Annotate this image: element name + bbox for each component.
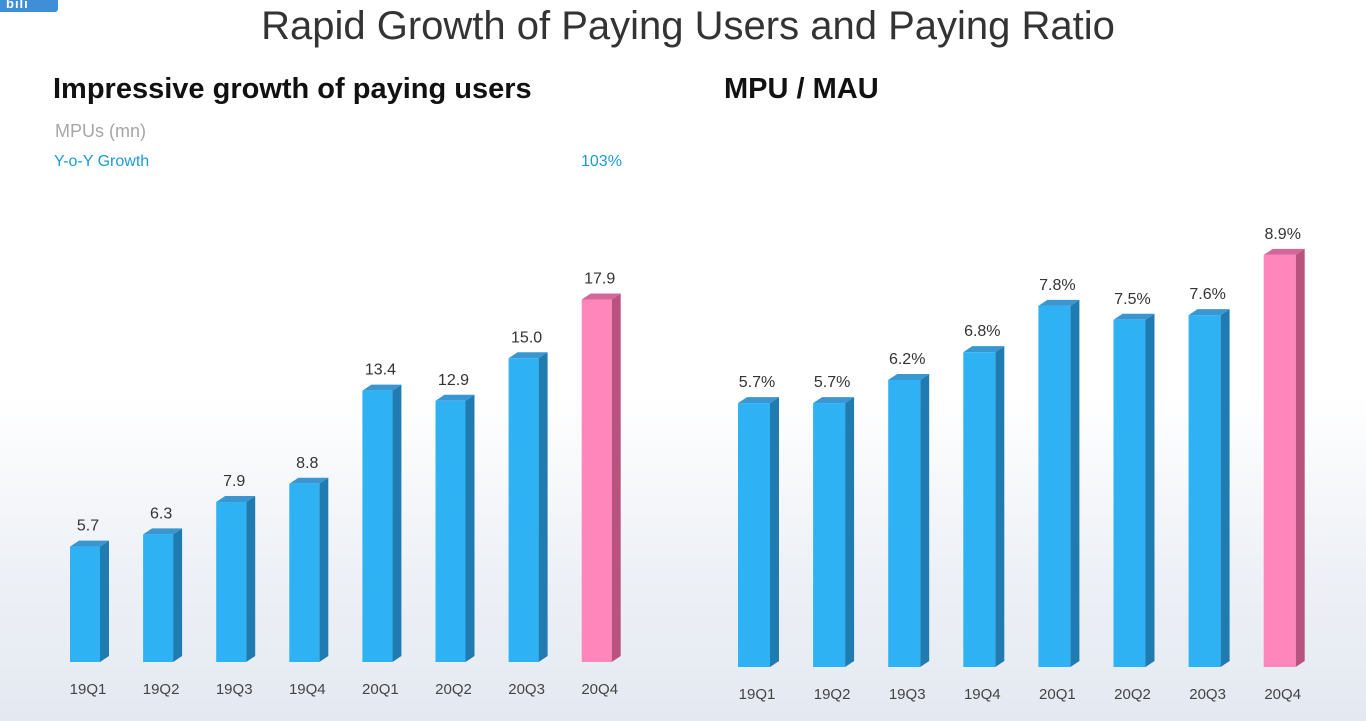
right-tick-label-19Q1: 19Q1 [739, 686, 776, 703]
right-bar-19Q3 [888, 379, 921, 667]
left-bar-20Q4 [581, 299, 612, 662]
right-value-label-19Q1: 5.7% [739, 374, 775, 391]
right-bar-top-20Q2 [1113, 313, 1155, 320]
right-chart-title: MPU / MAU [724, 73, 879, 105]
right-bar-side-20Q1 [1070, 299, 1080, 667]
right-bar-side-19Q2 [845, 397, 855, 667]
right-tick-label-20Q4: 20Q4 [1264, 686, 1301, 703]
left-tick-label-20Q1: 20Q1 [362, 681, 399, 698]
left-value-label-19Q2: 6.3 [150, 505, 172, 522]
right-value-label-20Q2: 7.5% [1114, 291, 1150, 308]
right-tick-label-19Q3: 19Q3 [889, 686, 926, 703]
right-tick-label-19Q2: 19Q2 [814, 686, 851, 703]
left-bar-side-20Q4 [611, 293, 621, 662]
right-bar-20Q1 [1038, 305, 1071, 667]
right-tick-label-20Q3: 20Q3 [1189, 686, 1226, 703]
right-tick-label-19Q4: 19Q4 [964, 686, 1001, 703]
right-value-label-20Q4: 8.9% [1264, 226, 1300, 243]
right-bar-side-19Q3 [920, 373, 930, 667]
left-value-label-19Q1: 5.7 [77, 518, 99, 535]
right-tick-label-20Q1: 20Q1 [1039, 686, 1076, 703]
left-tick-label-20Q3: 20Q3 [508, 681, 545, 698]
left-bar-side-20Q3 [538, 352, 548, 662]
right-value-label-20Q3: 7.6% [1189, 286, 1225, 303]
right-bar-side-20Q2 [1145, 313, 1155, 667]
right-bar-19Q4 [963, 352, 996, 667]
left-value-label-20Q2: 12.9 [438, 372, 469, 389]
yoy-growth-value: 103% [581, 153, 622, 170]
right-bar-side-19Q4 [995, 346, 1005, 667]
left-bar-side-20Q1 [392, 384, 402, 662]
right-bar-top-20Q1 [1038, 299, 1080, 306]
left-value-label-19Q4: 8.8 [296, 455, 318, 472]
right-bar-top-20Q4 [1263, 248, 1305, 255]
left-bar-19Q4 [289, 483, 320, 662]
right-bar-20Q2 [1113, 319, 1146, 667]
left-bar-top-19Q2 [143, 528, 183, 535]
right-bar-top-19Q4 [963, 346, 1005, 353]
company-logo: bili [0, 0, 58, 12]
left-bar-20Q3 [508, 358, 539, 662]
left-tick-label-19Q4: 19Q4 [289, 681, 326, 698]
right-bar-top-19Q2 [813, 397, 855, 404]
left-bar-side-19Q3 [246, 496, 256, 662]
left-bar-top-19Q3 [216, 496, 256, 503]
left-bar-20Q1 [362, 390, 393, 662]
left-bar-top-19Q1 [70, 540, 109, 547]
right-value-label-19Q2: 5.7% [814, 374, 850, 391]
right-bar-top-19Q1 [738, 397, 779, 404]
left-value-label-19Q3: 7.9 [223, 473, 245, 490]
left-tick-label-19Q3: 19Q3 [216, 681, 253, 698]
left-bar-19Q2 [143, 534, 174, 662]
left-value-label-20Q3: 15.0 [511, 329, 542, 346]
left-chart-title: Impressive growth of paying users [53, 73, 532, 105]
right-tick-label-20Q2: 20Q2 [1114, 686, 1151, 703]
left-bar-19Q3 [216, 502, 247, 662]
right-value-label-19Q3: 6.2% [889, 351, 925, 368]
left-bar-side-19Q1 [100, 540, 109, 662]
left-bar-top-20Q1 [362, 384, 402, 391]
right-value-label-20Q1: 7.8% [1039, 277, 1075, 294]
left-tick-label-19Q2: 19Q2 [143, 681, 180, 698]
left-bar-top-20Q3 [508, 352, 548, 359]
right-bar-top-19Q3 [888, 373, 930, 380]
right-bar-19Q1 [738, 403, 770, 667]
left-bar-20Q2 [435, 400, 466, 662]
left-value-label-20Q4: 17.9 [584, 271, 615, 288]
legend-yoy-growth: Y-o-Y Growth [54, 153, 150, 170]
left-bar-side-19Q2 [173, 528, 183, 662]
page-title: Rapid Growth of Paying Users and Paying … [261, 4, 1115, 48]
left-bar-top-20Q2 [435, 394, 475, 401]
right-bar-side-20Q3 [1220, 309, 1230, 667]
left-tick-label-20Q4: 20Q4 [581, 681, 618, 698]
left-value-label-20Q1: 13.4 [365, 362, 396, 379]
left-tick-label-19Q1: 19Q1 [70, 681, 107, 698]
right-bar-top-20Q3 [1188, 309, 1230, 316]
right-value-label-19Q4: 6.8% [964, 323, 1000, 340]
right-bar-side-19Q1 [770, 397, 779, 667]
right-bar-20Q4 [1263, 254, 1296, 667]
left-bar-top-20Q4 [581, 293, 621, 300]
left-bar-top-19Q4 [289, 477, 329, 484]
left-tick-label-20Q2: 20Q2 [435, 681, 472, 698]
right-bar-20Q3 [1188, 315, 1221, 667]
left-bar-side-19Q4 [319, 477, 329, 662]
right-bar-19Q2 [813, 403, 846, 667]
left-bar-side-20Q2 [465, 394, 475, 662]
legend-mpu: MPUs (mn) [55, 121, 146, 141]
right-bar-side-20Q4 [1295, 248, 1305, 667]
left-bar-19Q1 [70, 546, 100, 662]
